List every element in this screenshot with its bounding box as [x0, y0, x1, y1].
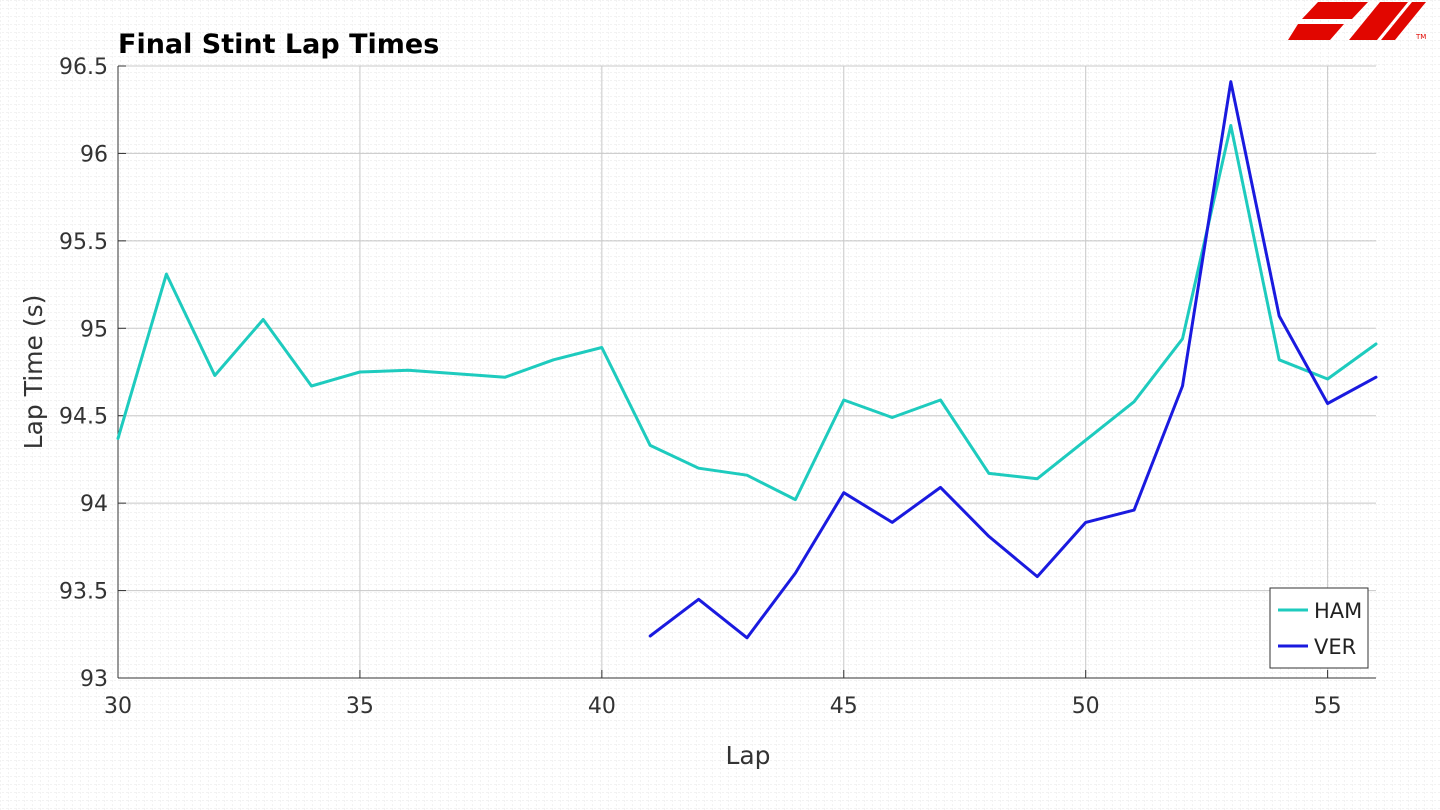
y-tick-label: 95: [80, 317, 108, 342]
series-line-ham: [116, 124, 1378, 502]
x-tick-label: 55: [1314, 694, 1342, 719]
legend-label-ham: HAM: [1314, 599, 1362, 623]
x-axis-label: Lap: [725, 741, 770, 770]
y-tick-label: 93.5: [59, 580, 108, 605]
series-lines: [116, 80, 1378, 640]
legend-label-ver: VER: [1314, 635, 1356, 659]
x-tick-label: 45: [830, 694, 858, 719]
x-tick-label: 35: [346, 694, 374, 719]
legend-box: [1269, 587, 1369, 669]
x-tick-label: 30: [104, 694, 132, 719]
y-tick-label: 94.5: [59, 405, 108, 430]
axes: [117, 66, 1376, 679]
y-tick-label: 93: [80, 667, 108, 692]
f1-logo-icon: TM: [1288, 2, 1426, 41]
y-tick-label: 94: [80, 492, 108, 517]
y-tick-label: 96: [80, 142, 108, 167]
svg-text:TM: TM: [1415, 33, 1426, 41]
x-tick-label: 40: [588, 694, 616, 719]
legend: HAM VER: [1269, 587, 1369, 669]
y-tick-label: 96.5: [59, 55, 108, 80]
series-line-ver: [648, 80, 1378, 640]
chart-title: Final Stint Lap Times: [118, 29, 439, 60]
y-tick-label: 95.5: [59, 230, 108, 255]
x-ticks: 30 35 40 45 50 55: [104, 670, 1342, 719]
x-tick-label: 50: [1072, 694, 1100, 719]
y-axis-label: Lap Time (s): [19, 295, 48, 450]
y-ticks: 93 93.5 94 94.5 95 95.5 96 96.5: [59, 55, 126, 692]
